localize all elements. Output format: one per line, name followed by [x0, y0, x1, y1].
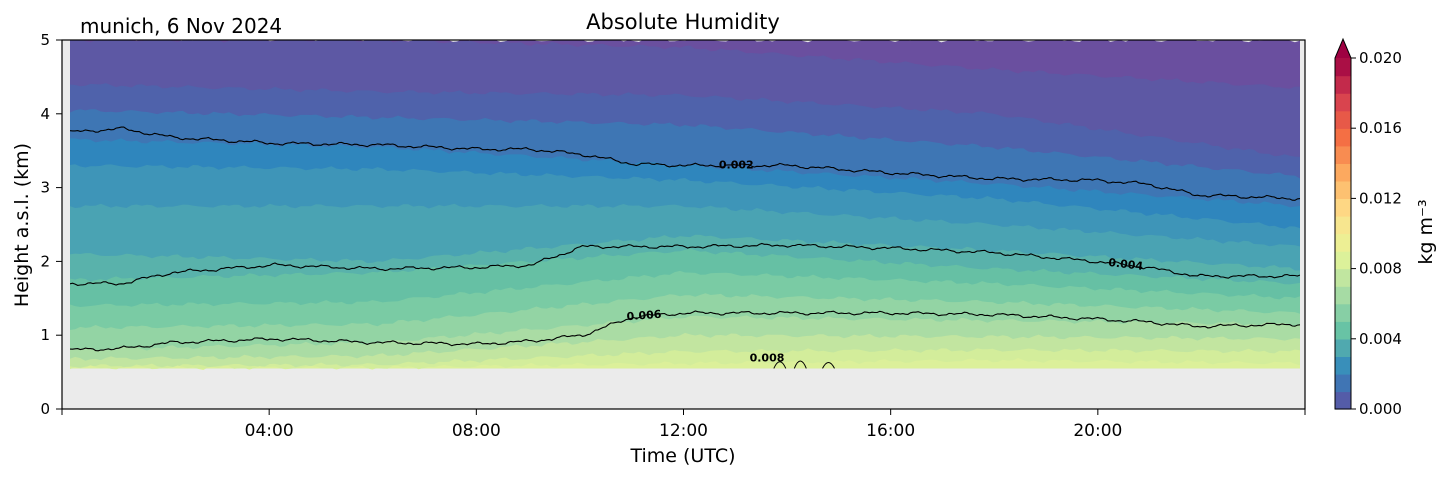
x-tick-label: 08:00: [452, 421, 501, 441]
colorbar-segment: [1335, 373, 1351, 393]
chart-subtitle: munich, 6 Nov 2024: [80, 14, 282, 38]
chart-title: Absolute Humidity: [586, 10, 780, 34]
colorbar-frame: [1334, 37, 1352, 410]
field-band-14: [70, 358, 1300, 370]
x-tick-label: 16:00: [866, 421, 915, 441]
colorbar-segment: [1335, 251, 1351, 270]
y-tick-label: 1: [40, 326, 50, 344]
colorbar-segment: [1335, 145, 1351, 164]
colorbar-segment: [1335, 128, 1351, 147]
y-tick-label: 0: [40, 400, 50, 418]
colorbar-segment: [1335, 303, 1351, 322]
colorbar-label: kg m⁻³: [1415, 199, 1437, 264]
contour-label-0.008: 0.008: [750, 351, 785, 364]
colorbar-segment: [1335, 338, 1351, 357]
colorbar-segment: [1335, 233, 1351, 252]
contour-label-0.002: 0.002: [719, 159, 754, 172]
y-tick-label: 5: [40, 31, 50, 49]
contour-blob-1: [793, 360, 807, 369]
colorbar-segment: [1335, 321, 1351, 340]
colorbar-extend-arrow: [1335, 39, 1351, 58]
colorbar-segment: [1335, 198, 1351, 217]
colorbar-segment: [1335, 286, 1351, 305]
contour-lines: [70, 126, 1300, 369]
colorbar-segment: [1335, 391, 1351, 410]
colorbar-segment: [1335, 268, 1351, 287]
contour-blob-0: [773, 361, 787, 369]
contour-line-0.004: [70, 242, 1300, 286]
y-tick-label: 3: [40, 179, 50, 197]
x-axis: 04:00 08:00 12:00 16:00 20:00: [61, 409, 1306, 441]
colorbar-segment: [1335, 93, 1351, 112]
colorbar-segment: [1335, 163, 1351, 182]
y-axis: 0 1 2 3 4 5: [40, 31, 62, 418]
colorbar: 0.000 0.004 0.008 0.012 0.016 0.020: [1334, 37, 1402, 418]
x-tick-label: 12:00: [659, 421, 708, 441]
colorbar-tick-label: 0.012: [1359, 189, 1402, 207]
colorbar-segment: [1335, 180, 1351, 199]
contour-labels: 0.002 0.004 0.006 0.008: [626, 159, 1144, 365]
x-tick-label: 04:00: [245, 421, 294, 441]
colorbar-segment: [1335, 75, 1351, 94]
humidity-field: [70, 40, 1300, 370]
y-axis-label: Height a.s.l. (km): [11, 143, 33, 307]
contour-line-0.002: [70, 126, 1300, 201]
colorbar-segment: [1335, 356, 1351, 375]
colorbar-tick-label: 0.016: [1359, 119, 1402, 137]
colorbar-tick-label: 0.004: [1359, 330, 1402, 348]
contour-label-0.006: 0.006: [626, 308, 662, 323]
colorbar-tick-label: 0.020: [1359, 49, 1402, 67]
colorbar-segment: [1335, 215, 1351, 235]
y-tick-label: 2: [40, 252, 50, 270]
contour-line-0.006: [70, 310, 1300, 352]
colorbar-segment: [1335, 58, 1351, 77]
colorbar-tick-label: 0.000: [1359, 400, 1402, 418]
x-axis-label: Time (UTC): [629, 445, 735, 467]
colorbar-segment: [1335, 110, 1351, 129]
colorbar-tick-label: 0.008: [1359, 260, 1402, 278]
contour-label-0.004: 0.004: [1108, 256, 1144, 273]
y-tick-label: 4: [40, 105, 50, 123]
contour-blob-2: [822, 362, 835, 369]
x-tick-label: 20:00: [1073, 421, 1122, 441]
